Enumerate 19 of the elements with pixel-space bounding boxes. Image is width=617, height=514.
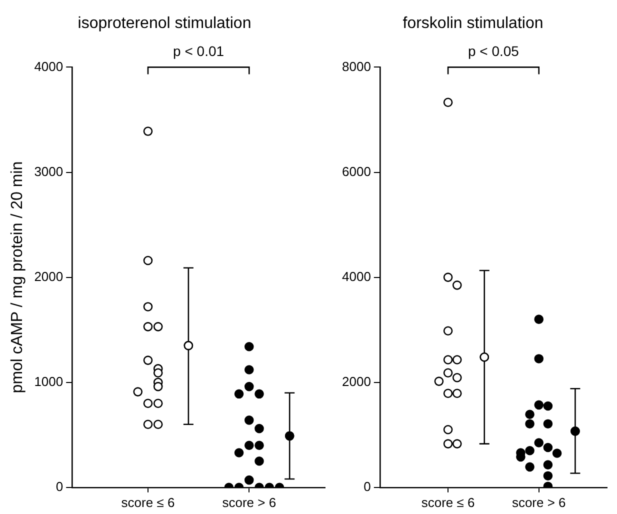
y-axis-title: pmol cAMP / mg protein / 20 min xyxy=(9,161,26,394)
y-tick-label: 2000 xyxy=(342,374,371,389)
y-tick-label: 0 xyxy=(56,478,64,494)
chart-title: forskolin stimulation xyxy=(402,15,544,32)
x-tick-label: score > 6 xyxy=(512,494,566,510)
y-tick-label: 1000 xyxy=(34,374,64,389)
y-tick-label: 4000 xyxy=(34,58,64,74)
x-tick-label: score > 6 xyxy=(222,494,276,510)
x-tick-label: score ≤ 6 xyxy=(421,494,475,510)
y-tick-label: 4000 xyxy=(342,268,371,284)
y-tick-label: 2000 xyxy=(34,268,64,284)
y-tick-label: 8000 xyxy=(342,58,371,74)
text: p < 0.01 xyxy=(173,43,224,60)
y-tick-label: 3000 xyxy=(34,164,64,179)
text: p < 0.05 xyxy=(468,43,520,60)
y-tick-label: 0 xyxy=(364,478,371,494)
x-tick-label: score ≤ 6 xyxy=(121,494,175,510)
chart-title: isoproterenol stimulation xyxy=(78,15,252,32)
y-tick-label: 6000 xyxy=(342,164,371,179)
